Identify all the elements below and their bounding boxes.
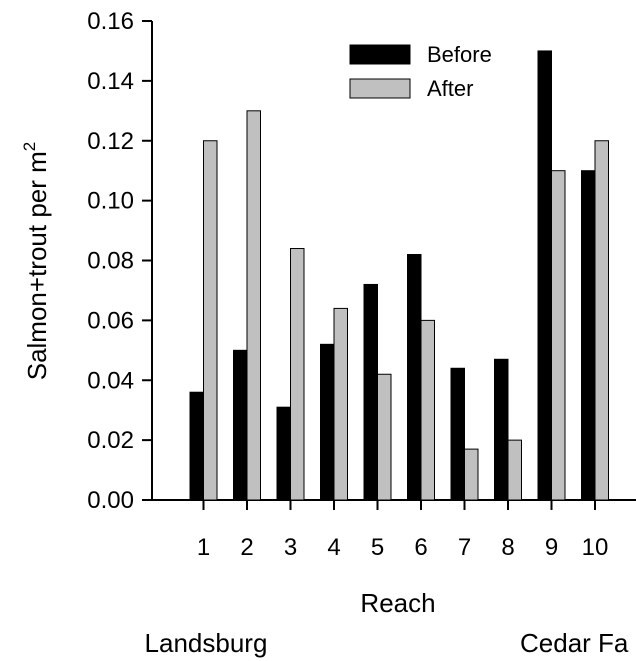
x-tick-label: 8 [501, 534, 514, 561]
x-tick-label: 3 [284, 534, 297, 561]
x-tick-label: 1 [197, 534, 210, 561]
bar-after-reach-10 [594, 140, 609, 501]
bar-before-reach-10 [581, 170, 596, 501]
y-tick-label: 0.14 [87, 68, 134, 95]
y-tick-label: 0.10 [87, 188, 134, 215]
y-tick-label: 0.02 [87, 427, 134, 454]
bar-after-reach-7 [464, 448, 479, 501]
bar-after-reach-6 [420, 319, 435, 501]
bar-after-reach-2 [246, 110, 261, 501]
x-tick-label: 7 [458, 534, 471, 561]
x-tick-label: 5 [371, 534, 384, 561]
legend: Before After [349, 42, 492, 101]
bar-after-reach-9 [551, 170, 566, 501]
location-label-cedar-falls: Cedar Fa [520, 628, 629, 658]
x-tick-label: 2 [240, 534, 253, 561]
bar-before-reach-3 [276, 406, 291, 501]
y-tick-label: 0.12 [87, 128, 134, 155]
x-tick-label: 6 [414, 534, 427, 561]
bar-before-reach-7 [450, 367, 465, 501]
x-tick-label: 9 [545, 534, 558, 561]
bar-before-reach-2 [233, 349, 248, 501]
bar-before-reach-9 [537, 50, 552, 501]
y-axis-title: Salmon+trout per m2 [20, 142, 52, 381]
location-label-landsburg: Landsburg [145, 628, 268, 658]
legend-swatch-after [349, 78, 411, 99]
bar-before-reach-8 [494, 358, 509, 501]
y-tick-label: 0.08 [87, 248, 134, 275]
bars [189, 50, 609, 501]
bar-after-reach-1 [203, 140, 218, 501]
y-axis-title-superscript: 2 [20, 142, 39, 151]
x-tick-label: 10 [582, 534, 609, 561]
y-tick-label: 0.00 [87, 487, 134, 514]
y-tick-label: 0.16 [87, 8, 134, 35]
x-axis: 1 2 3 4 5 6 7 8 9 10 [152, 499, 636, 561]
bar-before-reach-6 [407, 254, 422, 501]
x-axis-title: Reach [360, 588, 435, 618]
bar-after-reach-8 [507, 439, 522, 501]
bar-after-reach-4 [333, 307, 348, 501]
bar-before-reach-5 [363, 283, 378, 501]
y-tick-label: 0.06 [87, 307, 134, 334]
bar-after-reach-3 [290, 248, 305, 501]
y-axis-title-text: Salmon+trout per m [22, 151, 52, 380]
bar-before-reach-1 [189, 391, 204, 501]
x-tick-label: 4 [327, 534, 340, 561]
legend-label-before: Before [427, 42, 492, 67]
legend-label-after: After [427, 76, 473, 101]
bar-before-reach-4 [320, 343, 335, 501]
y-tick-label: 0.04 [87, 367, 134, 394]
legend-swatch-before [349, 44, 411, 65]
bar-after-reach-5 [377, 373, 392, 501]
y-axis: 0.00 0.02 0.04 0.06 0.08 0.10 0.12 0.14 0.16 [87, 8, 153, 514]
